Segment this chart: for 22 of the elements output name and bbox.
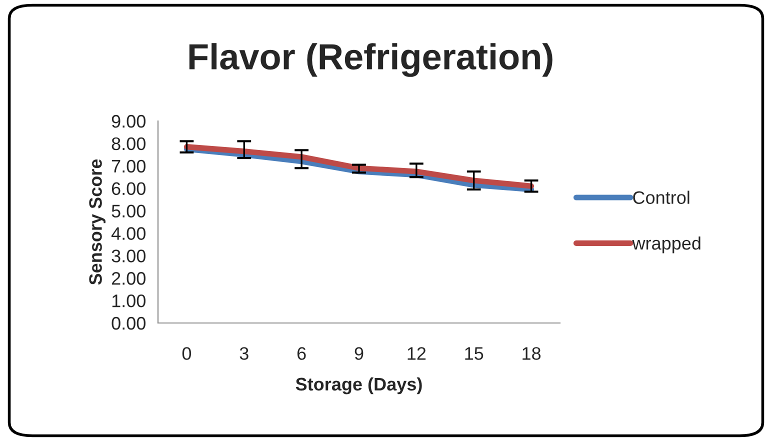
x-tick-label: 0 — [182, 347, 192, 360]
chart-title: Flavor (Refrigeration) — [189, 43, 552, 77]
y-tick-label: 5.00 — [112, 204, 146, 218]
y-tick-label: 7.00 — [112, 160, 146, 173]
y-tick-label: 6.00 — [112, 182, 146, 196]
y-tick-label: 2.00 — [112, 272, 146, 285]
x-tick-label: 15 — [465, 347, 484, 360]
x-tick-label: 6 — [297, 347, 306, 360]
y-tick-label: 9.00 — [112, 114, 146, 128]
x-tick-label: 9 — [354, 347, 364, 360]
legend-label: wrapped — [632, 236, 700, 254]
x-tick-label: 3 — [240, 347, 248, 360]
y-tick-label: 8.00 — [112, 137, 146, 150]
y-tick-label: 3.00 — [112, 250, 146, 262]
x-tick-label: 18 — [522, 347, 541, 360]
legend-label: Control — [633, 190, 690, 204]
y-tick-label: 0.00 — [112, 316, 146, 330]
y-tick-label: 4.00 — [111, 227, 146, 240]
y-axis-title: Sensory Score — [89, 159, 106, 285]
x-axis-title: Storage (Days) — [296, 377, 422, 394]
x-tick-label: 12 — [408, 347, 426, 360]
y-tick-label: 1.00 — [112, 294, 146, 308]
